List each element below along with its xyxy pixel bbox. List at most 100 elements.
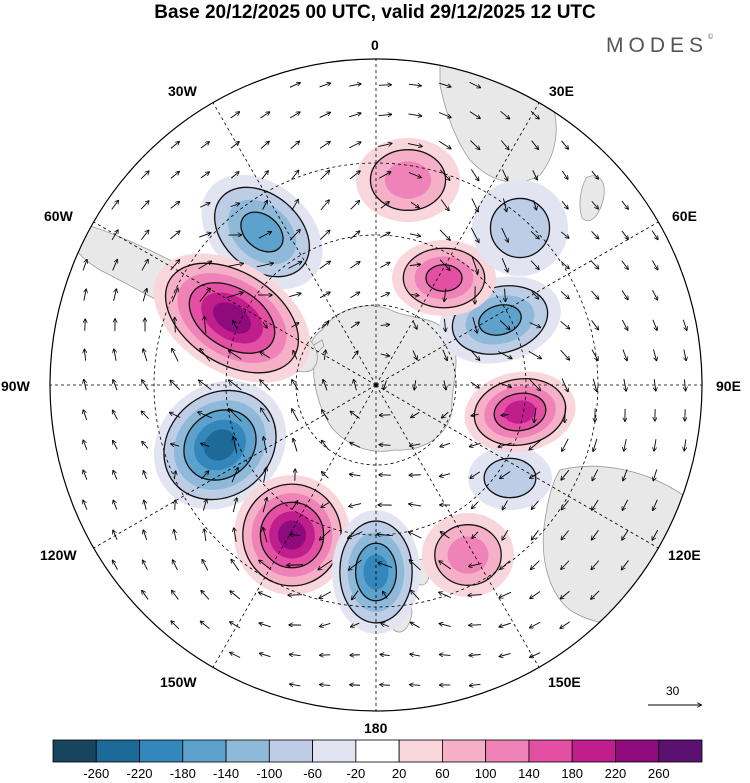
colorbar-swatch	[52, 739, 97, 763]
wind-vector	[142, 442, 149, 449]
wind-vector	[409, 234, 420, 236]
wind-vector	[410, 685, 421, 686]
wind-vector	[262, 200, 268, 210]
wind-vector	[170, 202, 180, 209]
wind-vector	[501, 258, 508, 272]
graticule	[50, 59, 702, 711]
wind-vector	[256, 263, 273, 268]
colorbar-swatch	[441, 739, 487, 763]
wind-vector	[321, 322, 328, 329]
wind-vector	[530, 621, 541, 627]
wind-vector	[170, 142, 179, 149]
reference-vector-value: 30	[666, 684, 680, 698]
wind-vector	[380, 354, 389, 356]
wind-vector	[470, 169, 478, 180]
wind-vector	[440, 473, 451, 477]
wind-vector	[260, 142, 269, 149]
colorbar-tick-label: 140	[518, 766, 540, 781]
colorbar-swatch	[658, 739, 703, 763]
wind-vector	[140, 201, 149, 210]
wind-vector	[259, 560, 272, 570]
wind-vector	[532, 170, 538, 179]
wind-vector	[113, 410, 118, 420]
wind-vector	[291, 200, 298, 211]
wind-vector	[260, 352, 271, 359]
wind-vector	[411, 412, 420, 417]
wind-vector	[320, 529, 331, 540]
wind-vector	[412, 320, 417, 329]
wind-vector	[175, 318, 176, 333]
wind-vector	[170, 172, 179, 179]
colorbar-tick-label: -220	[126, 766, 153, 781]
colorbar-tick-label: 100	[474, 766, 497, 781]
wind-vector	[263, 437, 268, 454]
wind-vector	[530, 652, 541, 658]
wind-vector	[530, 591, 541, 599]
wind-vector	[171, 621, 180, 630]
wind-vector	[499, 653, 511, 656]
longitude-label-150w: 150W	[160, 674, 197, 690]
wind-vector	[622, 529, 629, 540]
wind-vector	[263, 528, 268, 543]
wind-vector	[592, 469, 599, 481]
colorbar-tick-label: 220	[604, 766, 627, 781]
wind-vector	[561, 201, 568, 208]
meridian-line	[375, 384, 671, 556]
wind-vector	[111, 200, 119, 210]
wind-vector	[230, 591, 241, 600]
wind-vector	[409, 532, 422, 539]
wind-vector	[561, 530, 569, 539]
wind-vector	[111, 230, 118, 241]
wind-vector	[502, 500, 508, 509]
wind-vector	[320, 685, 331, 686]
wind-vector	[560, 621, 571, 629]
wind-vector	[410, 444, 421, 446]
wind-vector	[591, 560, 600, 570]
wind-vector	[408, 172, 421, 178]
wind-vector	[292, 501, 297, 510]
map-boundary	[49, 58, 703, 712]
wind-vector	[233, 321, 238, 330]
wind-vector	[621, 290, 628, 299]
wind-vector	[623, 469, 628, 480]
wind-vector	[561, 140, 569, 149]
wind-vector	[653, 499, 658, 511]
wind-vector	[201, 591, 210, 600]
wind-vector	[290, 534, 301, 535]
wind-vector	[319, 83, 331, 88]
wind-vector	[292, 409, 299, 422]
wind-vector	[561, 590, 570, 599]
wind-vector	[412, 350, 417, 360]
wind-vector	[171, 444, 180, 446]
wind-vector	[322, 472, 329, 479]
wind-vector	[470, 442, 481, 446]
wind-vector	[684, 349, 686, 361]
wind-vector	[83, 440, 88, 450]
wind-vector	[621, 200, 628, 209]
wind-vector	[200, 203, 210, 208]
wind-vector	[408, 114, 422, 116]
wind-vector	[348, 113, 361, 118]
wind-vector	[411, 294, 418, 295]
wind-vector	[259, 592, 272, 599]
wind-vector	[320, 171, 330, 180]
meridian-line	[375, 214, 671, 386]
wind-vector	[226, 293, 243, 298]
wind-vector	[378, 143, 391, 147]
wind-vector	[591, 231, 599, 238]
wind-vector	[534, 407, 536, 423]
wind-vector	[318, 560, 333, 569]
wind-vector	[409, 475, 421, 476]
wind-vector	[441, 532, 450, 539]
wind-vector	[624, 438, 627, 451]
wind-vector	[231, 468, 238, 483]
wind-vector	[198, 412, 213, 419]
colorbar-tick-label: -180	[169, 766, 196, 781]
wind-vector	[230, 622, 241, 629]
wind-vector	[258, 232, 271, 239]
colorbar-swatch	[312, 739, 357, 763]
wind-vector	[503, 198, 506, 212]
wind-vector	[233, 437, 238, 454]
wind-vector	[561, 469, 570, 480]
wind-vector	[84, 349, 85, 361]
